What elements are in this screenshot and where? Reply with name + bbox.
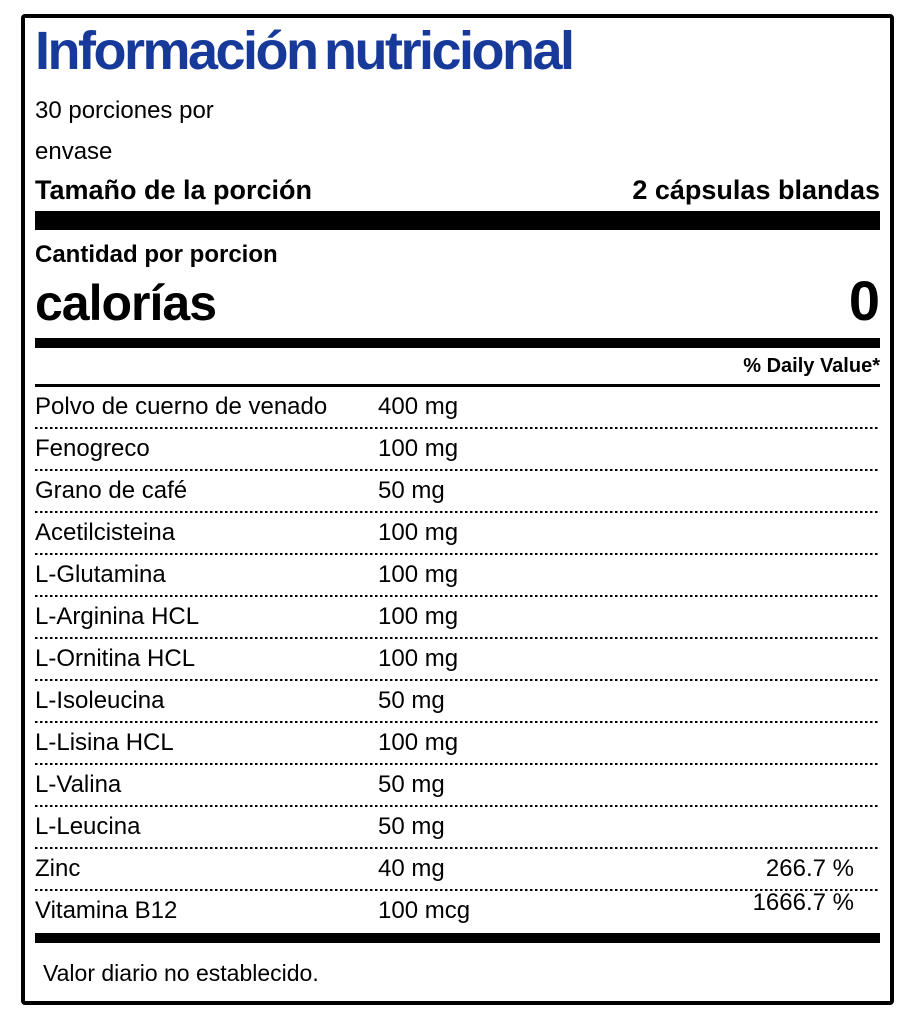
nutrient-name: Fenogreco bbox=[35, 435, 150, 462]
nutrient-row: Vitamina B12 100 mcg 1666.7 % bbox=[35, 889, 880, 933]
calories-row: calorías 0 bbox=[35, 272, 880, 332]
nutrient-row: L-Arginina HCL 100 mg bbox=[35, 597, 880, 639]
nutrient-name: L-Isoleucina bbox=[35, 687, 165, 714]
nutrient-amount: 50 mg bbox=[378, 687, 445, 714]
servings-line-2: envase bbox=[35, 138, 113, 165]
nutrient-row: L-Valina 50 mg bbox=[35, 765, 880, 807]
nutrient-row: Polvo de cuerno de venado 400 mg bbox=[35, 387, 880, 429]
nutrient-amount: 40 mg bbox=[378, 855, 445, 882]
nutrition-label-box: Información nutricional 30 porciones por… bbox=[21, 14, 894, 1005]
calories-label: calorías bbox=[35, 275, 217, 331]
nutrient-name: Grano de café bbox=[35, 477, 188, 504]
nutrient-amount: 100 mg bbox=[378, 729, 459, 756]
nutrient-name: Polvo de cuerno de venado bbox=[35, 393, 328, 420]
nutrient-amount: 50 mg bbox=[378, 771, 445, 798]
divider-bar-thick bbox=[35, 211, 880, 230]
nutrient-amount: 100 mcg bbox=[378, 897, 471, 924]
nutrient-row: L-Isoleucina 50 mg bbox=[35, 681, 880, 723]
nutrient-daily-value: 1666.7 % bbox=[752, 889, 854, 916]
nutrient-amount: 100 mg bbox=[378, 561, 459, 588]
nutrient-row: Acetilcisteina 100 mg bbox=[35, 513, 880, 555]
nutrient-amount: 400 mg bbox=[378, 393, 459, 420]
nutrient-name: L-Arginina HCL bbox=[35, 603, 200, 630]
divider-bar-bottom bbox=[35, 933, 880, 943]
nutrient-name: L-Glutamina bbox=[35, 561, 166, 588]
nutrient-amount: 50 mg bbox=[378, 477, 445, 504]
nutrient-daily-value: 266.7 % bbox=[765, 855, 854, 882]
servings-per-container: 30 porciones por envase bbox=[35, 90, 880, 172]
amount-per-serving-label: Cantidad por porcion bbox=[35, 241, 278, 268]
daily-value-header: % Daily Value* bbox=[743, 355, 880, 377]
nutrient-amount: 100 mg bbox=[378, 519, 459, 546]
nutrient-amount: 100 mg bbox=[378, 435, 459, 462]
nutrient-name: L-Ornitina HCL bbox=[35, 645, 196, 672]
nutrient-amount: 100 mg bbox=[378, 603, 459, 630]
label-title: Información nutricional bbox=[35, 21, 575, 81]
calories-value: 0 bbox=[848, 269, 880, 332]
nutrient-name: L-Valina bbox=[35, 771, 122, 798]
nutrient-name: L-Lisina HCL bbox=[35, 729, 174, 756]
header-rule bbox=[35, 384, 880, 387]
nutrient-table: Polvo de cuerno de venado 400 mg Fenogre… bbox=[35, 387, 880, 933]
nutrient-row: L-Glutamina 100 mg bbox=[35, 555, 880, 597]
nutrient-row: L-Leucina 50 mg bbox=[35, 807, 880, 849]
nutrient-name: Vitamina B12 bbox=[35, 897, 178, 924]
nutrient-name: L-Leucina bbox=[35, 813, 141, 840]
serving-size-row: Tamaño de la porción 2 cápsulas blandas bbox=[35, 172, 880, 208]
nutrient-row: Grano de café 50 mg bbox=[35, 471, 880, 513]
nutrient-amount: 100 mg bbox=[378, 645, 459, 672]
servings-line-1: 30 porciones por bbox=[35, 97, 214, 124]
serving-size-label: Tamaño de la porción bbox=[35, 175, 313, 205]
nutrient-name: Acetilcisteina bbox=[35, 519, 176, 546]
nutrient-row: Zinc 40 mg 266.7 % bbox=[35, 849, 880, 891]
nutrient-name: Zinc bbox=[35, 855, 81, 882]
nutrient-row: L-Ornitina HCL 100 mg bbox=[35, 639, 880, 681]
serving-size-value: 2 cápsulas blandas bbox=[632, 175, 880, 205]
nutrient-row: L-Lisina HCL 100 mg bbox=[35, 723, 880, 765]
footnote: Valor diario no establecido. bbox=[43, 960, 319, 986]
nutrient-row: Fenogreco 100 mg bbox=[35, 429, 880, 471]
divider-bar-medium bbox=[35, 338, 880, 348]
nutrient-amount: 50 mg bbox=[378, 813, 445, 840]
